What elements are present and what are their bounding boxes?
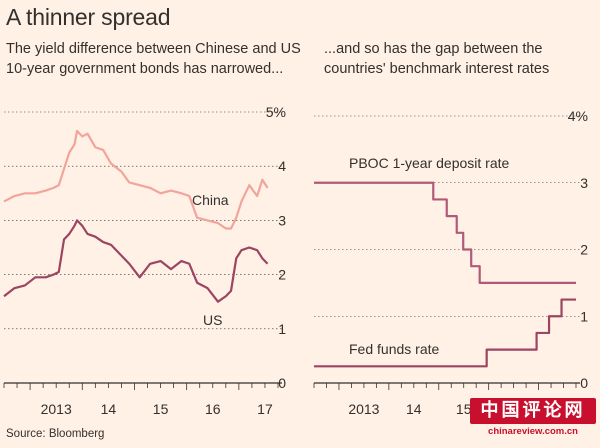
y-tick-label: 3 [278,212,286,228]
y-tick-label: 1 [278,321,286,337]
watermark-logo: 中国评论网 chinareview.com.cn [470,398,596,444]
source-note: Source: Bloomberg [6,428,105,440]
x-tick-label: 14 [101,401,117,417]
x-tick-label: 17 [257,401,273,417]
x-tick-label: 2013 [348,401,379,417]
series-line-pboc-1-year-deposit-rate [314,181,576,284]
x-tick-label: 15 [456,401,472,417]
y-tick-label: 0 [580,375,588,391]
china-label: China [192,192,229,208]
x-tick-label: 2013 [41,401,72,417]
y-tick-label: 0 [278,375,286,391]
y-tick-label: 1 [580,308,588,324]
series-line-fed-funds-rate [314,298,576,368]
x-tick-label: 15 [153,401,169,417]
x-tick-label: 16 [205,401,221,417]
watermark-text: 中国评论网 [470,398,596,424]
series-line-china [3,129,269,230]
fed-label: Fed funds rate [349,341,439,357]
pboc-label: PBOC 1-year deposit rate [349,155,510,171]
y-tick-label: 4 [278,158,286,174]
y-tick-label: 2 [580,242,588,258]
x-tick-label: 14 [406,401,422,417]
y-tick-label: 5% [266,104,286,120]
y-tick-label: 3 [580,175,588,191]
y-tick-label: 4% [568,108,588,124]
right-subtitle: ...and so has the gap between the countr… [324,41,550,77]
y-tick-label: 2 [278,267,286,283]
watermark-url: chinareview.com.cn [488,426,578,437]
us-label: US [203,312,222,328]
chart-title: A thinner spread [6,4,171,30]
left-subtitle: The yield difference between Chinese and… [6,41,301,77]
series-line-us [3,219,269,303]
